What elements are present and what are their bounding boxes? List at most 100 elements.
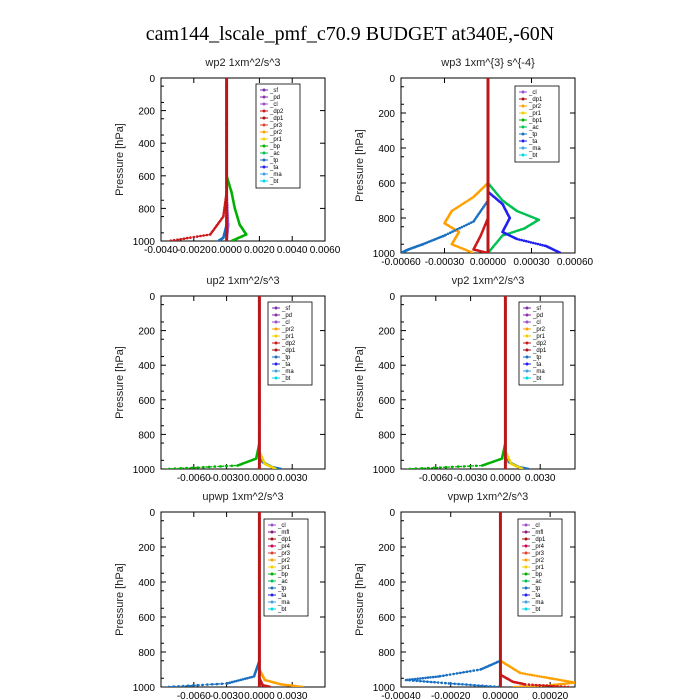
series-marker — [459, 671, 462, 675]
series-marker — [538, 683, 541, 687]
x-tick-label: 0.0020 — [244, 245, 275, 256]
legend-marker — [270, 530, 274, 534]
series-marker — [550, 677, 554, 680]
series-marker — [190, 466, 194, 469]
legend-label: _pr2 — [269, 130, 283, 136]
x-tick-label: 0.0040 — [277, 245, 308, 256]
panel-3: up2 1xm^2/s^3 Pressure [hPa] 0 200 400 600 800… — [114, 275, 326, 484]
series-marker — [541, 243, 544, 247]
legend-marker — [274, 376, 278, 380]
series-marker — [179, 467, 182, 469]
panel-title: up2 1xm^2/s^3 — [206, 275, 279, 287]
series-marker — [250, 675, 253, 679]
series-marker — [520, 238, 523, 242]
panel-4: vp2 1xm^2/s^3 Pressure [hPa] 0 200 400 600 800… — [354, 275, 576, 484]
series-marker — [230, 239, 234, 241]
series-marker — [563, 685, 566, 687]
x-tick-label: 0.0060 — [310, 245, 341, 256]
plot-frame — [400, 295, 576, 470]
series-marker — [268, 685, 272, 687]
series-group — [404, 512, 575, 687]
series-marker — [401, 251, 403, 253]
series-marker — [534, 683, 538, 687]
series-marker — [202, 234, 205, 237]
series-marker — [540, 675, 544, 679]
y-tick-label: 600 — [138, 396, 155, 407]
series-marker — [448, 673, 452, 676]
legend-marker — [274, 341, 278, 345]
legend-label: _pr1 — [528, 111, 542, 117]
series-marker — [467, 222, 471, 225]
legend-marker — [274, 355, 278, 359]
series-marker — [224, 464, 228, 468]
x-tick-label: -0.00030 — [425, 257, 465, 268]
series-marker — [408, 467, 412, 469]
series-marker — [477, 684, 480, 687]
series-marker — [526, 673, 529, 676]
series-marker — [421, 676, 425, 680]
series-marker — [451, 230, 454, 233]
legend-label: _dp1 — [281, 348, 296, 354]
legend-marker — [525, 348, 529, 352]
series-marker — [440, 681, 444, 685]
series-marker — [413, 677, 417, 681]
series-marker — [534, 242, 537, 245]
y-tick-label: 0 — [149, 74, 155, 85]
series-marker — [527, 683, 531, 686]
y-tick-label: 0 — [149, 508, 155, 519]
series-marker — [172, 238, 176, 241]
x-tick-label: -0.0040 — [144, 245, 178, 256]
legend-label: _bp — [269, 144, 281, 150]
legend-marker — [270, 523, 274, 527]
series-marker — [420, 467, 424, 469]
legend-label: _sf — [532, 306, 541, 312]
series-marker — [545, 684, 549, 687]
panel-6: vpwp 1xm^2/s^3 Pressure [hPa] 0 200 400 600 80… — [354, 491, 576, 700]
y-tick-label: 800 — [138, 648, 155, 659]
series-marker — [460, 225, 464, 229]
legend-marker — [270, 586, 274, 590]
series-marker — [185, 466, 188, 469]
x-tick-label: 0.0000 — [244, 473, 275, 484]
legend-marker — [274, 369, 278, 373]
legend-label: _dp2 — [281, 341, 296, 347]
y-tick-label: 600 — [138, 613, 155, 624]
series-marker — [480, 464, 484, 467]
legend-marker — [521, 104, 525, 108]
legend-marker — [262, 172, 266, 176]
series-marker — [560, 679, 564, 682]
legend-marker — [262, 88, 266, 92]
y-tick-label: 200 — [138, 327, 155, 338]
legend-marker — [524, 544, 528, 548]
series-marker — [422, 680, 426, 683]
legend-label: _pr1 — [531, 565, 545, 571]
series-marker — [456, 228, 459, 231]
legend-label: _ma — [528, 146, 541, 152]
series-marker — [522, 239, 526, 242]
series-group — [401, 78, 562, 253]
series-marker — [206, 683, 209, 686]
legend-marker — [262, 144, 266, 148]
legend-label: _tp — [281, 355, 291, 361]
series-marker — [404, 678, 408, 682]
legend-marker — [524, 558, 528, 562]
series-marker — [519, 685, 522, 687]
series-marker — [222, 208, 226, 211]
series-marker — [437, 675, 440, 678]
legend-marker — [270, 607, 274, 611]
series-marker — [530, 673, 534, 677]
series-marker — [529, 241, 533, 244]
series-marker — [518, 238, 521, 241]
series-marker — [239, 678, 243, 682]
series-marker — [462, 671, 465, 674]
legend-label: _bp — [531, 572, 543, 578]
legend-label: _ta — [269, 165, 279, 171]
series-marker — [173, 467, 177, 469]
series-marker — [215, 682, 219, 686]
plot-frame — [160, 77, 326, 242]
series-marker — [438, 466, 442, 469]
legend-marker — [274, 313, 278, 317]
series-marker — [569, 681, 573, 685]
legend-marker — [524, 586, 528, 590]
